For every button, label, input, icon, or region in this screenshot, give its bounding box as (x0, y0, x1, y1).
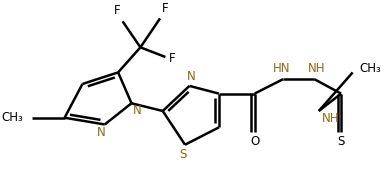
Text: CH₃: CH₃ (1, 111, 23, 124)
Text: HN: HN (272, 62, 290, 75)
Text: N: N (187, 70, 195, 83)
Text: NH: NH (322, 112, 340, 125)
Text: CH₃: CH₃ (360, 62, 381, 75)
Text: F: F (169, 52, 176, 65)
Text: NH: NH (307, 62, 325, 75)
Text: N: N (133, 104, 141, 117)
Text: N: N (97, 126, 106, 139)
Text: S: S (338, 135, 345, 148)
Text: S: S (179, 148, 187, 161)
Text: F: F (114, 4, 121, 17)
Text: O: O (250, 135, 259, 148)
Text: F: F (162, 2, 168, 15)
